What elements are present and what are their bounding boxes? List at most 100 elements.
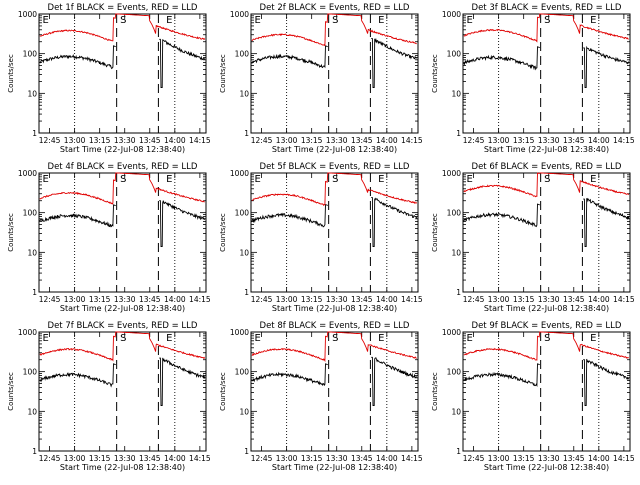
y-tick-label: 10	[239, 407, 249, 416]
x-tick-label: 13:45	[351, 136, 373, 145]
region-label: E	[255, 333, 261, 344]
x-tick-label: 13:15	[513, 454, 535, 463]
y-axis-label: Counts/sec	[7, 54, 15, 93]
events-series-line	[463, 45, 630, 88]
y-tick-label: 1000	[18, 169, 37, 178]
lld-series-line	[463, 331, 629, 361]
x-tick-label: 13:45	[563, 136, 585, 145]
y-tick-label: 1	[244, 129, 249, 138]
y-axis-label: Counts/sec	[431, 372, 439, 411]
y-tick-label: 10	[451, 89, 461, 98]
region-label: S	[544, 333, 550, 344]
y-tick-label: 10	[451, 407, 461, 416]
x-tick-label: 14:00	[164, 454, 186, 463]
y-tick-label: 100	[235, 209, 250, 218]
panel-frame	[250, 172, 419, 293]
x-tick-label: 12:45	[39, 454, 61, 463]
y-tick-label: 100	[235, 50, 250, 59]
x-tick-label: 13:00	[276, 454, 298, 463]
x-axis-label: Start Time (22-Jul-08 12:38:40)	[60, 304, 185, 313]
panel-frame	[462, 13, 631, 134]
y-tick-label: 100	[447, 50, 462, 59]
panel-title: Det 3f BLACK = Events, RED = LLD	[472, 3, 622, 13]
detector-panel: Det 2f BLACK = Events, RED = LLD 1 10 100 10…	[219, 3, 423, 154]
lld-series-line	[39, 331, 206, 362]
lld-series-line	[39, 13, 206, 42]
y-tick-label: 100	[23, 50, 38, 59]
y-tick-label: 10	[27, 407, 37, 416]
x-tick-label: 13:15	[89, 295, 111, 304]
region-label: S	[544, 15, 550, 26]
events-series-line	[251, 197, 418, 247]
region-label: E	[467, 15, 473, 26]
x-tick-label: 12:45	[463, 454, 485, 463]
x-tick-label: 12:45	[251, 136, 273, 145]
region-label: E	[43, 174, 49, 185]
x-tick-label: 14:00	[588, 295, 610, 304]
x-tick-label: 13:45	[563, 454, 585, 463]
region-label: E	[590, 15, 596, 26]
y-axis-label: Counts/sec	[7, 372, 15, 411]
x-tick-label: 13:45	[139, 454, 161, 463]
x-tick-label: 13:30	[326, 136, 348, 145]
x-tick-label: 12:45	[463, 295, 485, 304]
panel-frame	[38, 13, 207, 134]
y-axis-label: Counts/sec	[219, 54, 227, 93]
x-axis-label: Start Time (22-Jul-08 12:38:40)	[60, 463, 185, 472]
x-tick-label: 13:30	[538, 295, 560, 304]
region-label: E	[43, 333, 49, 344]
region-label: E	[166, 174, 172, 185]
x-tick-label: 13:45	[139, 295, 161, 304]
x-tick-label: 14:15	[401, 454, 423, 463]
region-label: E	[378, 333, 384, 344]
detector-panel: Det 1f BLACK = Events, RED = LLD 1 10 100 10…	[7, 3, 211, 154]
events-series-line	[39, 38, 206, 88]
lld-series-line	[251, 331, 417, 363]
y-tick-label: 1	[244, 288, 249, 297]
y-tick-label: 1	[456, 447, 461, 456]
y-tick-label: 1000	[230, 328, 249, 337]
x-axis-label: Start Time (22-Jul-08 12:38:40)	[60, 145, 185, 154]
x-tick-label: 13:45	[351, 454, 373, 463]
region-label: E	[590, 174, 596, 185]
y-tick-label: 100	[447, 209, 462, 218]
x-tick-label: 13:00	[488, 136, 510, 145]
x-tick-label: 14:00	[376, 454, 398, 463]
y-tick-label: 10	[451, 248, 461, 257]
region-label: S	[332, 15, 338, 26]
detector-panel: Det 7f BLACK = Events, RED = LLD 1 10 100 10…	[7, 321, 211, 472]
y-tick-label: 1	[32, 129, 37, 138]
panel-frame	[250, 13, 419, 134]
x-tick-label: 14:15	[613, 295, 635, 304]
y-tick-label: 10	[27, 248, 37, 257]
y-tick-label: 1	[32, 447, 37, 456]
x-tick-label: 14:00	[164, 295, 186, 304]
x-tick-label: 14:15	[401, 136, 423, 145]
x-tick-label: 13:00	[64, 295, 86, 304]
y-axis-label: Counts/sec	[7, 213, 15, 252]
events-series-line	[251, 356, 418, 406]
y-tick-label: 1	[32, 288, 37, 297]
x-tick-label: 13:15	[513, 295, 535, 304]
x-tick-label: 14:00	[164, 136, 186, 145]
y-tick-label: 1000	[442, 10, 461, 19]
x-tick-label: 13:30	[326, 295, 348, 304]
region-label: S	[120, 15, 126, 26]
x-tick-label: 13:15	[301, 454, 323, 463]
y-tick-label: 1	[456, 288, 461, 297]
x-tick-label: 12:45	[251, 295, 273, 304]
y-tick-label: 1000	[442, 328, 461, 337]
region-label: E	[255, 15, 261, 26]
events-series-line	[463, 358, 630, 406]
region-label: E	[467, 174, 473, 185]
x-axis-label: Start Time (22-Jul-08 12:38:40)	[272, 463, 397, 472]
x-tick-label: 13:30	[114, 136, 136, 145]
lld-series-line	[251, 13, 417, 47]
y-tick-label: 100	[235, 368, 250, 377]
lld-series-line	[463, 172, 630, 198]
region-label: E	[166, 333, 172, 344]
x-tick-label: 13:15	[301, 136, 323, 145]
region-label: E	[43, 15, 49, 26]
y-axis-label: Counts/sec	[431, 213, 439, 252]
